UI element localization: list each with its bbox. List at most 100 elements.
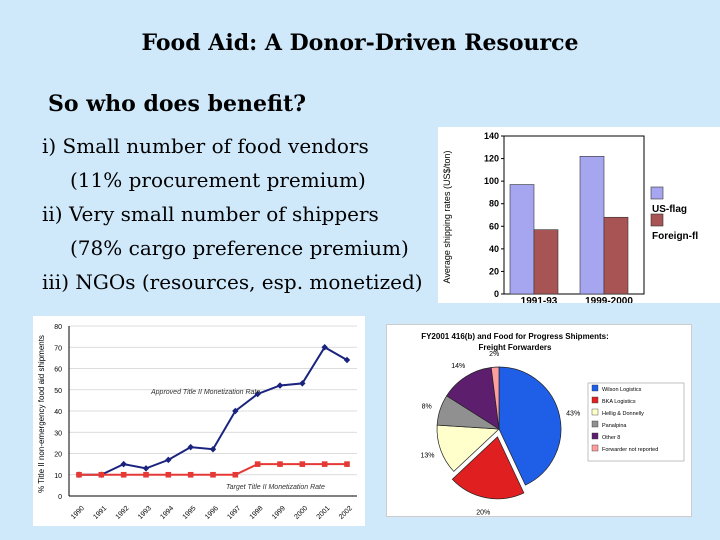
bar-ylabel: Average shipping rates (US$/ton) [442,151,452,284]
pie-pct-label: 13% [420,453,434,460]
bar-ytick-label: 100 [484,176,499,186]
pie-slice-bka [451,436,525,500]
bar-legend-swatch [650,186,664,200]
bullet-1-detail: (11% procurement premium) [70,168,366,192]
pie-legend-label: Wilson Logistics [602,387,642,393]
bar-legend-swatch [650,213,664,227]
bar-ytick-label: 20 [489,266,499,276]
target-rate-point [344,461,350,467]
line-xtick-label: 1998 [249,505,265,521]
bar-ytick-label: 140 [484,131,499,141]
pie-pct-label: 2% [489,351,499,358]
slide-subtitle: So who does benefit? [48,91,307,117]
bullet-2-detail: (78% cargo preference premium) [70,236,409,260]
approved-rate-point [120,460,127,468]
target-rate-point [165,471,172,478]
approved-rate-point [343,356,351,364]
bar-us-flag [509,184,535,295]
bar-chart-panel: Average shipping rates (US$/ton) 0 20 40 60… [438,127,720,307]
pie-title-line-2: Freight Forwarders [479,343,552,352]
target-rate-point [143,471,149,478]
line-xtick-label: 1999 [271,505,287,521]
approved-rate-point [254,390,261,398]
approved-rate-point [299,380,306,387]
pie-legend-label: Panalpina [602,423,627,429]
line-xtick-label: 1993 [137,505,153,521]
pie-chart-panel: FY2001 416(b) and Food for Progress Ship… [386,324,692,517]
pie-legend-swatch [591,408,599,416]
slide-title: Food Aid: A Donor-Driven Resource [141,30,579,56]
line-ytick-label: 10 [54,473,62,480]
line-xtick-label: 1997 [226,505,242,521]
line-ytick-label: 50 [54,388,62,395]
pie-legend-swatch [591,432,599,440]
bar-foreign-flag [603,216,629,295]
bar-legend-label: Foreign-fl [652,231,698,242]
line-ytick-label: 0 [58,494,62,501]
pie-slice-other [446,367,500,430]
target-rate-point [321,461,328,467]
bar-legend-label: US-flag [652,204,687,215]
line-ytick-label: 40 [54,409,62,416]
bar-ytick-label: 0 [494,289,499,299]
line-ytick-label: 70 [54,345,62,352]
bullet-1: i) Small number of food vendors [42,134,369,158]
pie-legend-label: Other 8 [602,435,620,441]
pie-legend-swatch [591,396,599,404]
line-ytick-label: 80 [54,324,62,331]
bar-ytick-label: 40 [489,244,499,254]
line-ytick-label: 20 [54,452,62,459]
line-ytick-label: 60 [54,367,62,374]
line-xtick-label: 1994 [159,505,175,521]
approved-rate-point [321,344,328,351]
target-rate-point [76,471,82,478]
bar-ytick-label: 60 [489,221,499,231]
pie-pct-label: 8% [422,404,432,411]
pie-chart: FY2001 416(b) and Food for Progress Ship… [420,332,685,517]
line-chart: % Title II non-emergency food aid shipme… [37,324,357,521]
pie-legend-frame [587,382,685,462]
approved-rate-point [187,443,194,451]
pie-slice-wilson [498,366,562,486]
approved-rate-point [209,446,217,453]
target-rate-point [232,471,239,478]
target-rate-point [210,471,216,478]
approved-rate-point [165,456,172,464]
pie-title-line-1: FY2001 416(b) and Food for Progress Ship… [421,332,609,341]
pie-legend-swatch [591,384,599,392]
bar-us-flag [579,156,605,295]
bullet-2: ii) Very small number of shippers [42,202,379,226]
line-chart-panel: % Title II non-emergency food aid shipme… [33,316,365,526]
line-xtick-label: 1990 [70,505,86,521]
pie-pct-label: 43% [566,410,580,417]
line-xtick-label: 1991 [92,505,108,521]
annotation-target: Target Title II Monetization Rate [226,484,325,491]
bar-plot-frame [503,135,645,295]
target-rate-point [299,461,306,467]
pie-legend-label: BKA Logistics [602,399,636,405]
approved-rate-point [142,465,150,472]
pie-legend-swatch [591,420,599,428]
line-ytick-label: 30 [54,430,62,437]
bar-category-label: 1999-2000 [585,296,633,303]
target-rate-point [254,461,261,467]
line-ylabel: % Title II non-emergency food aid shipme… [37,335,46,493]
target-rate-point [187,471,194,478]
pie-legend-swatch [591,444,599,452]
line-xtick-label: 2001 [316,505,332,521]
pie-pct-label: 20% [476,510,490,516]
approved-rate-point [232,407,239,415]
line-xtick-label: 1995 [182,505,198,521]
line-xtick-label: 1992 [115,505,131,521]
pie-legend-label: Hellig & Donnelly [602,411,644,417]
annotation-approved: Approved Title II Monetization Rate [150,389,260,396]
line-xtick-label: 2002 [338,505,354,521]
target-rate-point [98,471,105,478]
line-xtick-label: 1996 [204,505,220,521]
target-rate-point [277,461,283,467]
pie-slice-not-reported [490,366,500,430]
pie-legend-label: Forwarder not reported [602,447,658,453]
target-rate-point [120,471,127,478]
bullet-3: iii) NGOs (resources, esp. monetized) [42,270,423,294]
line-xtick-label: 2000 [293,505,309,521]
